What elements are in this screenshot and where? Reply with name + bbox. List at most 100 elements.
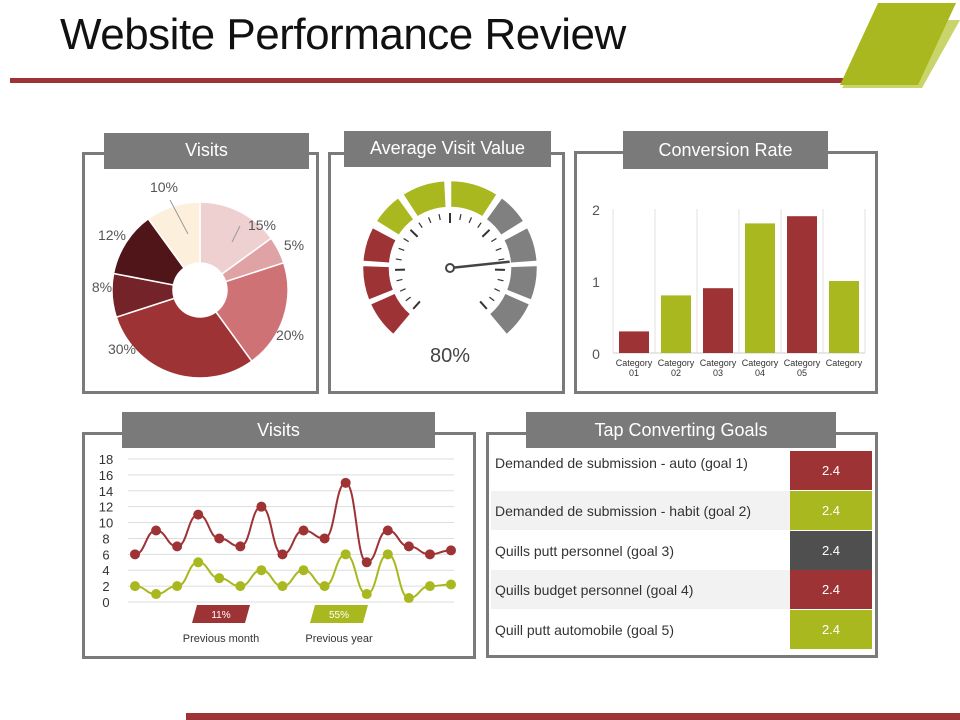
gauge-hub (445, 263, 455, 273)
gauge-tick (479, 300, 488, 310)
goal-value: 2.4 (790, 570, 872, 609)
pie-slice-label: 8% (92, 279, 112, 295)
legend-badge (310, 605, 368, 623)
pie-slice-label: 30% (108, 341, 136, 357)
visits-pie-title: Visits (104, 133, 309, 169)
visits-line-title: Visits (122, 412, 435, 448)
line-point (319, 533, 330, 544)
line-point (382, 525, 393, 536)
line-point (151, 525, 162, 536)
title-underline (10, 78, 846, 83)
line-y-tick: 10 (99, 516, 113, 531)
line-point (235, 541, 246, 552)
bar-category-label: 05 (797, 368, 807, 378)
pie-slice-label: 12% (98, 227, 126, 243)
bar-y-tick: 1 (592, 274, 600, 290)
line-point (130, 581, 140, 592)
line-point (382, 549, 393, 560)
goal-label: Quills budget personnel (goal 4) (495, 582, 694, 598)
gauge-tick (403, 237, 409, 243)
conversion-title: Conversion Rate (623, 131, 828, 169)
page-title: Website Performance Review (60, 10, 626, 59)
bar-y-tick: 0 (592, 346, 600, 362)
legend-badge-value: 55% (329, 610, 349, 621)
goal-row: Demanded de submission - habit (goal 2) … (491, 491, 872, 530)
gauge-value-label: 80% (429, 345, 471, 367)
goal-value: 2.4 (790, 491, 872, 530)
gauge-tick (498, 258, 505, 261)
avg-visit-title: Average Visit Value (344, 131, 551, 167)
line-point (130, 549, 140, 560)
bar-category-label: Category (658, 358, 695, 368)
line-y-tick: 6 (102, 547, 109, 562)
pie-slice (115, 297, 253, 379)
goal-row: Quill putt automobile (goal 5) 2.4 (491, 610, 872, 649)
bar-category-label: 01 (629, 368, 639, 378)
deco-shape-dark (840, 3, 956, 85)
line-point (424, 581, 435, 592)
line-y-tick: 16 (99, 468, 113, 483)
line-point (214, 573, 225, 584)
bar-category-label: Category (700, 358, 737, 368)
line-point (172, 541, 183, 552)
gauge-tick (495, 247, 502, 252)
gauge-tick (399, 288, 406, 292)
line-y-tick: 4 (102, 563, 109, 578)
goal-label: Quills putt personnel (goal 3) (495, 543, 674, 559)
gauge-needle (449, 260, 510, 270)
goal-label: Demanded de submission - auto (goal 1) (495, 455, 748, 471)
goal-label: Demanded de submission - habit (goal 2) (495, 503, 752, 519)
bar-category-label: Category (742, 358, 779, 368)
gauge-tick (395, 258, 402, 261)
bar-category-label: 02 (671, 368, 681, 378)
gauge-tick (459, 213, 462, 221)
pie-slice-label: 5% (284, 237, 304, 253)
bar-category-label: 04 (755, 368, 765, 378)
line-series (134, 481, 452, 564)
goal-row: Demanded de submission - auto (goal 1) 2… (491, 451, 872, 490)
gauge-tick (438, 213, 441, 221)
gauge-segment (486, 290, 533, 338)
gauge-segment (448, 178, 500, 220)
line-point (361, 557, 372, 568)
gauge-segment (367, 290, 414, 338)
conversion-bar-chart: 012Category01Category02Category03Categor… (592, 202, 866, 378)
legend-label: Previous month (183, 633, 259, 645)
line-point (340, 477, 351, 488)
bar (829, 281, 859, 353)
gauge-tick (427, 217, 432, 224)
pie-leader-line (231, 225, 241, 243)
gauge-segment (400, 178, 449, 220)
line-point (193, 509, 204, 520)
gauge-segment (483, 195, 527, 238)
bar-y-tick: 2 (592, 202, 600, 218)
line-y-tick: 8 (102, 531, 109, 546)
goal-row: Quills putt personnel (goal 3) 2.4 (491, 531, 872, 570)
bar-category-label: Category (826, 358, 863, 368)
bar-category-label: 03 (713, 368, 723, 378)
bar (619, 331, 649, 353)
gauge-tick (481, 229, 491, 238)
gauge-tick (494, 288, 501, 292)
pie-leader-line (169, 199, 189, 235)
line-series (134, 553, 452, 600)
bar-category-label: Category (616, 358, 653, 368)
gauge-tick (405, 296, 411, 302)
bar (661, 295, 691, 353)
pie-slice (199, 201, 273, 276)
line-point (340, 549, 351, 560)
line-y-tick: 2 (102, 579, 109, 594)
gauge-tick (477, 222, 482, 228)
legend-label: Previous year (305, 633, 373, 645)
line-point (298, 565, 309, 576)
line-point (446, 545, 456, 556)
line-point (172, 581, 183, 592)
gauge-tick (412, 300, 421, 310)
visits-pie-chart: 15% 5% 20% 30% 8% 12% 10% (92, 179, 304, 379)
line-point (403, 593, 414, 604)
line-point (361, 589, 372, 600)
goal-value: 2.4 (790, 451, 872, 490)
gauge-tick (491, 237, 497, 243)
line-point (235, 581, 246, 592)
